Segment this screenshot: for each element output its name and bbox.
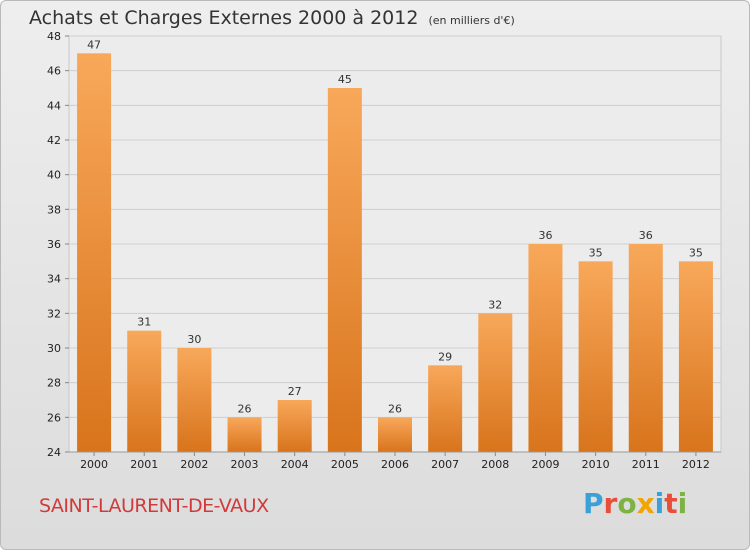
y-tick-label: 38 [47, 203, 61, 216]
logo-letter: t [664, 487, 678, 520]
bar [277, 400, 312, 452]
bar [327, 88, 362, 452]
bar [77, 53, 112, 452]
bar-value-label: 29 [438, 350, 452, 363]
bar [127, 330, 162, 452]
proxiti-logo[interactable]: Proxiti [583, 487, 687, 520]
bar [378, 417, 412, 452]
commune-name: SAINT-LAURENT-DE-VAUX [39, 495, 269, 517]
chart-subtitle: (en milliers d'€) [428, 14, 515, 27]
bar [227, 417, 262, 452]
bar-value-label: 27 [288, 385, 302, 398]
chart-title: Achats et Charges Externes 2000 à 2012 (e… [29, 7, 515, 29]
x-tick-label: 2012 [682, 458, 710, 471]
x-tick-label: 2010 [582, 458, 610, 471]
bar [177, 348, 212, 452]
x-tick-label: 2009 [531, 458, 559, 471]
bar-value-label: 26 [388, 402, 402, 415]
logo-letter: i [654, 487, 665, 520]
logo-letter: P [583, 487, 604, 520]
chart-title-text: Achats et Charges Externes 2000 à 2012 [29, 7, 419, 29]
logo-letter: o [617, 487, 637, 520]
bar-value-label: 32 [488, 298, 502, 311]
x-tick-label: 2002 [180, 458, 208, 471]
x-tick-label: 2006 [381, 458, 409, 471]
logo-letter: x [636, 487, 655, 520]
y-tick-label: 36 [47, 238, 61, 251]
x-tick-label: 2005 [331, 458, 359, 471]
bar [578, 261, 613, 452]
x-tick-label: 2007 [431, 458, 459, 471]
x-tick-label: 2004 [281, 458, 309, 471]
bar [428, 365, 463, 452]
bar-value-label: 30 [187, 333, 201, 346]
y-tick-label: 28 [47, 377, 61, 390]
y-tick-label: 42 [47, 134, 61, 147]
y-tick-label: 30 [47, 342, 61, 355]
y-tick-label: 34 [47, 273, 61, 286]
x-tick-label: 2000 [80, 458, 108, 471]
bar-value-label: 31 [137, 316, 151, 329]
y-tick-label: 26 [47, 411, 61, 424]
bar-value-label: 35 [689, 246, 703, 259]
x-tick-label: 2011 [632, 458, 660, 471]
logo-letter: r [603, 487, 618, 520]
bar [478, 313, 513, 452]
bar-value-label: 45 [338, 73, 352, 86]
y-tick-label: 24 [47, 446, 61, 459]
x-tick-label: 2001 [130, 458, 158, 471]
y-tick-label: 40 [47, 169, 61, 182]
bar-value-label: 26 [238, 402, 252, 415]
y-tick-label: 44 [47, 99, 61, 112]
y-tick-label: 46 [47, 65, 61, 78]
logo-letter: i [677, 487, 688, 520]
x-tick-label: 2003 [231, 458, 259, 471]
bar [628, 244, 663, 452]
y-tick-label: 48 [47, 30, 61, 43]
bar-value-label: 36 [538, 229, 552, 242]
bar-value-label: 35 [589, 246, 603, 259]
bar [528, 244, 563, 452]
y-tick-label: 32 [47, 307, 61, 320]
bar-value-label: 36 [639, 229, 653, 242]
bar-value-label: 47 [87, 38, 101, 51]
x-tick-label: 2008 [481, 458, 509, 471]
bar [678, 261, 713, 452]
